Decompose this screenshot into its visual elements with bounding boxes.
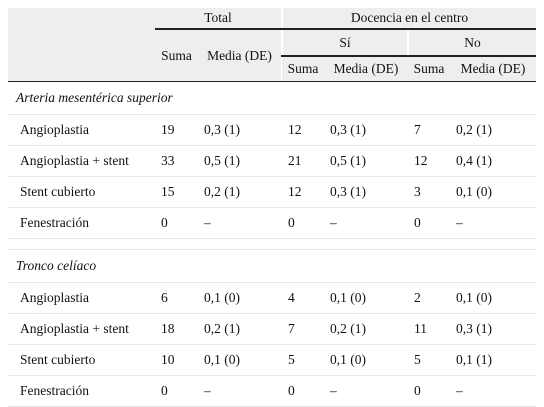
row-label: Angioplastia + stent	[8, 313, 155, 345]
section-row: Tronco celíaco	[8, 249, 536, 283]
cell: 10	[155, 344, 198, 376]
row-label: Angioplastia + stent	[8, 145, 155, 177]
cell: 12	[282, 176, 324, 208]
cell: 0,2 (1)	[198, 176, 282, 208]
row-label: Fenestración	[8, 207, 155, 239]
cell: 15	[155, 176, 198, 208]
cell: 0	[408, 375, 450, 407]
cell: 0	[282, 375, 324, 407]
cell: 0,5 (1)	[324, 145, 408, 177]
cell: 11	[408, 313, 450, 345]
cell: 0,3 (1)	[324, 176, 408, 208]
table-header: Total Docencia en el centro Suma Media (…	[8, 8, 536, 82]
header-cell: Media (DE)	[450, 56, 536, 82]
header-cell: Media (DE)	[198, 29, 282, 82]
cell: –	[198, 375, 282, 407]
cell: 0,4 (1)	[450, 145, 536, 177]
header-cell: Media (DE)	[324, 56, 408, 82]
row-label: Fenestración	[8, 375, 155, 407]
cell: 0,1 (0)	[450, 176, 536, 208]
cell: 21	[282, 145, 324, 177]
spacer-cell	[8, 238, 536, 250]
data-row: Angioplastia 6 0,1 (0) 4 0,1 (0) 2 0,1 (0)	[8, 282, 536, 314]
spacer-row	[8, 238, 536, 250]
header-cell: Docencia en el centro	[281, 8, 536, 30]
row-label: Angioplastia	[8, 282, 155, 314]
cell: 4	[282, 282, 324, 314]
cell: 5	[282, 344, 324, 376]
cell: 0,1 (0)	[324, 344, 408, 376]
row-label: Stent cubierto	[8, 176, 155, 208]
cell: 5	[408, 344, 450, 376]
cell: 0	[155, 375, 198, 407]
cell: 0,2 (1)	[198, 313, 282, 345]
cell: 7	[282, 313, 324, 345]
data-row: Fenestración 0–0–0–	[8, 207, 536, 239]
cell: –	[450, 207, 536, 239]
cell: 0,1 (0)	[324, 282, 408, 314]
cell: 12	[282, 114, 324, 146]
cell: 0,3 (1)	[324, 114, 408, 146]
row-label: Stent cubierto	[8, 344, 155, 376]
cell: 0	[408, 207, 450, 239]
cell: 0,1 (0)	[198, 344, 282, 376]
cell: 0,1 (0)	[198, 282, 282, 314]
cell: –	[198, 207, 282, 239]
cell: 7	[408, 114, 450, 146]
cell: 0,5 (1)	[198, 145, 282, 177]
cell: 6	[155, 282, 198, 314]
cell: 0,3 (1)	[450, 313, 536, 345]
header-cell: No	[407, 29, 536, 57]
data-row: Angioplastia + stent 18 0,2 (1) 7 0,2 (1) 11 0…	[8, 313, 536, 345]
section-title: Arteria mesentérica superior	[8, 81, 536, 115]
cell: 0,1 (0)	[450, 282, 536, 314]
cell: –	[324, 207, 408, 239]
header-corner	[8, 8, 155, 82]
data-row: Angioplastia + stent 33 0,5 (1) 21 0,5 (1) 12…	[8, 145, 536, 177]
cell: 0,3 (1)	[198, 114, 282, 146]
header-cell: Sí	[281, 29, 408, 57]
cell: 3	[408, 176, 450, 208]
cell: 0	[155, 207, 198, 239]
table-body: Arteria mesentérica superior Angioplastia…	[8, 81, 536, 407]
data-row: Angioplastia 19 0,3 (1) 12 0,3 (1) 7 0,2 (1)	[8, 114, 536, 146]
row-label: Angioplastia	[8, 114, 155, 146]
cell: –	[324, 375, 408, 407]
cell: 33	[155, 145, 198, 177]
data-row: Stent cubierto 10 0,1 (0) 5 0,1 (0) 5 0,1 (1)	[8, 344, 536, 376]
cell: 18	[155, 313, 198, 345]
cell: 2	[408, 282, 450, 314]
cell: 12	[408, 145, 450, 177]
cell: 0,2 (1)	[450, 114, 536, 146]
table: Total Docencia en el centro Suma Media (…	[8, 8, 536, 407]
cell: 0,1 (1)	[450, 344, 536, 376]
data-row: Stent cubierto 15 0,2 (1) 12 0,3 (1) 3 0,1 (0)	[8, 176, 536, 208]
header-cell: Suma	[408, 56, 450, 82]
cell: –	[450, 375, 536, 407]
cell: 0,2 (1)	[324, 313, 408, 345]
cell: 19	[155, 114, 198, 146]
cell: 0	[282, 207, 324, 239]
header-cell: Suma	[155, 29, 198, 82]
data-row: Fenestración 0–0–0–	[8, 375, 536, 407]
section-title: Tronco celíaco	[8, 249, 536, 283]
header-cell: Total	[155, 8, 282, 30]
header-cell: Suma	[282, 56, 324, 82]
table-wrap: Total Docencia en el centro Suma Media (…	[8, 8, 536, 407]
section-row: Arteria mesentérica superior	[8, 81, 536, 115]
